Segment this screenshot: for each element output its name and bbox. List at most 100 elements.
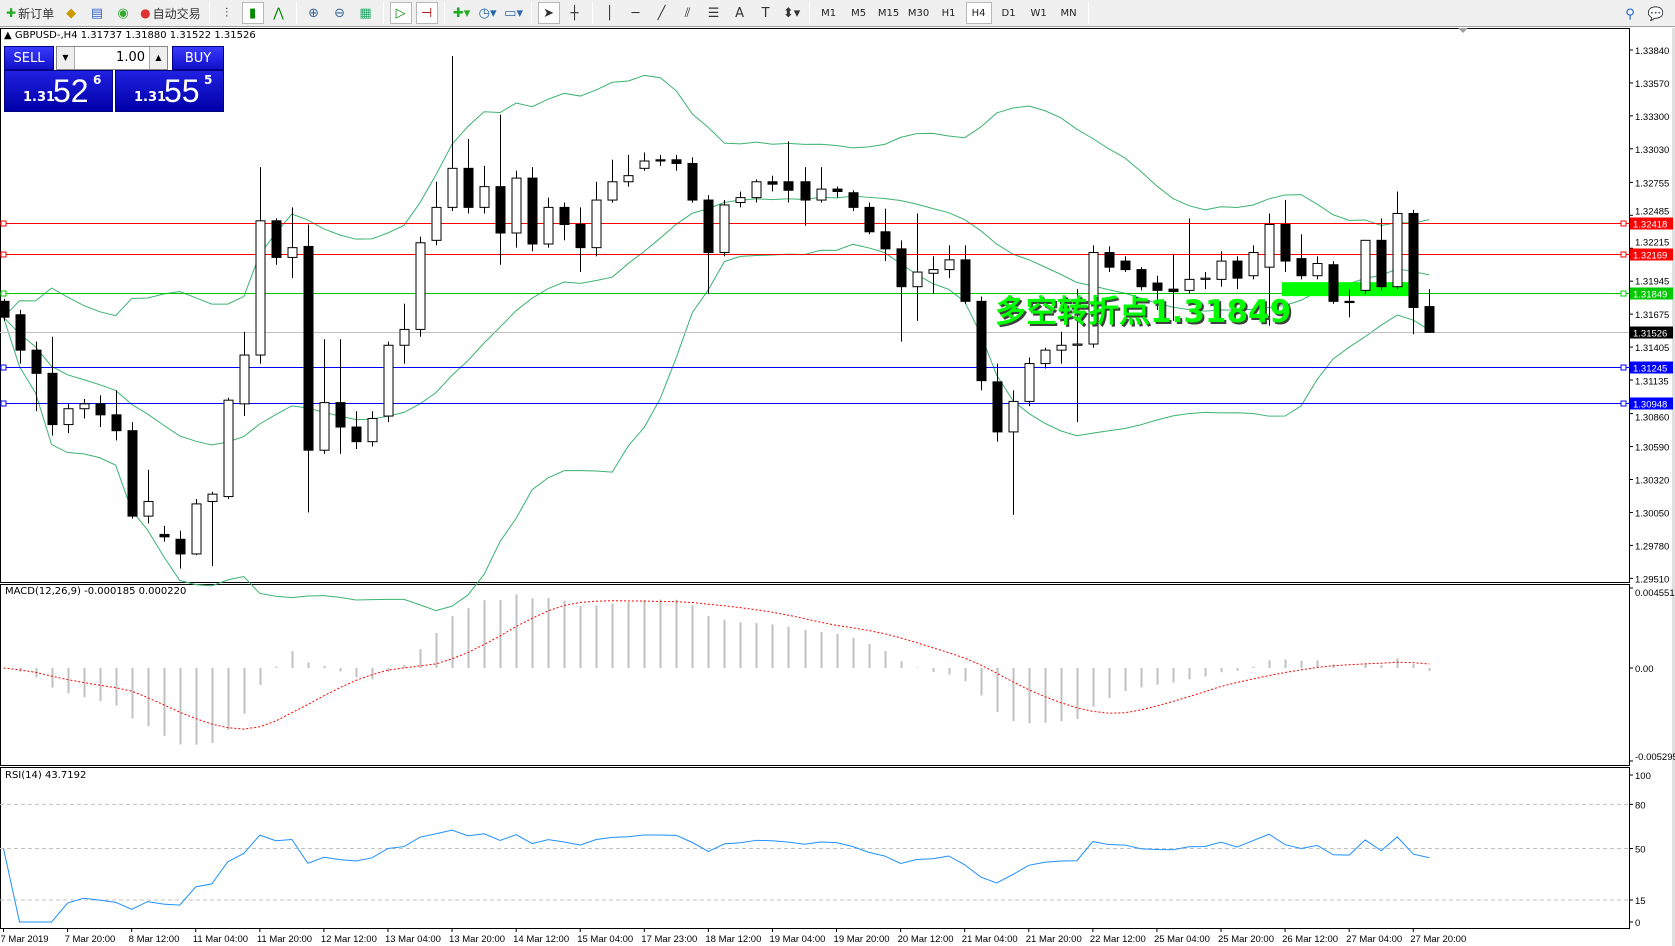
tile-icon: ▦: [359, 5, 372, 21]
chart-shift-button[interactable]: ⊣: [415, 2, 438, 24]
horizontal-line-handle[interactable]: [1620, 290, 1627, 297]
timeframe-m30[interactable]: M30: [907, 7, 930, 19]
chat-button[interactable]: 💬: [1645, 3, 1667, 25]
horizontal-line-icon: ─: [631, 5, 640, 21]
horizontal-line-handle[interactable]: [1620, 251, 1627, 258]
trendline-button[interactable]: ╱: [651, 2, 673, 24]
candle-bearish: [1168, 288, 1179, 293]
buy-button[interactable]: BUY: [172, 46, 224, 70]
sell-price[interactable]: 1.31 52 6: [4, 70, 113, 112]
horizontal-line-price-label: 1.31849: [1633, 290, 1667, 301]
periods-button[interactable]: ◷▾: [477, 2, 499, 24]
rsi-tick-label: 80: [1635, 800, 1646, 811]
horizontal-line-handle[interactable]: [0, 400, 7, 407]
candle-bearish: [800, 181, 811, 201]
price-tick-label: 1.29510: [1635, 574, 1669, 585]
text-label-button[interactable]: T: [755, 2, 777, 24]
chart-window[interactable]: 1.33840 1.33570 1.33300 1.33030 1.32755 1.324…: [0, 28, 1675, 946]
candle-bullish: [287, 247, 298, 258]
time-label: 21 Mar 04:00: [962, 934, 1018, 945]
candle-bullish: [1216, 260, 1227, 280]
bar-chart-icon: ⫶: [224, 5, 229, 21]
candle-bullish: [1264, 223, 1275, 268]
channel-button[interactable]: ⫽: [677, 2, 699, 24]
price-tick-label: 1.33840: [1635, 46, 1669, 57]
candle-bullish: [431, 206, 442, 241]
horizontal-line-price-label: 1.32169: [1633, 251, 1667, 262]
crosshair-button[interactable]: ┼: [564, 2, 586, 24]
candle-bearish: [495, 186, 506, 234]
horizontal-line-handle[interactable]: [0, 364, 7, 371]
horizontal-line-handle[interactable]: [1620, 400, 1627, 407]
signals-button[interactable]: ◉: [112, 2, 134, 24]
timeframe-m1[interactable]: M1: [821, 7, 837, 19]
auto-trading-button[interactable]: ● 自动交易: [140, 6, 201, 21]
price-tick-label: 1.30860: [1635, 413, 1669, 424]
fibonacci-button[interactable]: ☰: [703, 2, 725, 24]
main-pane-frame: [0, 28, 1630, 583]
lot-increase-button[interactable]: ▲: [149, 47, 167, 69]
horizontal-line-price-tag: [1630, 361, 1673, 374]
zoom-in-button[interactable]: ⊕: [303, 2, 325, 24]
horizontal-line-button[interactable]: ─: [625, 2, 647, 24]
auto-scroll-button[interactable]: ▷: [389, 2, 412, 24]
pivot-annotation[interactable]: 多空转折点1.31849: [995, 294, 1292, 330]
candle-bullish: [191, 503, 202, 555]
search-button[interactable]: ⚲: [1619, 3, 1641, 25]
timeframe-m15[interactable]: M15: [877, 7, 900, 19]
timeframe-m5[interactable]: M5: [851, 7, 867, 19]
horizontal-line-handle[interactable]: [0, 251, 7, 258]
candle-bearish: [335, 402, 346, 428]
candlestick-button[interactable]: ▮: [241, 2, 264, 24]
vertical-line-button[interactable]: │: [599, 2, 621, 24]
timeframe-h4[interactable]: H4: [965, 2, 992, 24]
timeframe-w1[interactable]: W1: [1030, 7, 1047, 19]
indicators-button[interactable]: ✚▾: [451, 2, 473, 24]
timeframe-h1[interactable]: H1: [941, 7, 956, 19]
cursor-button[interactable]: ➤: [537, 2, 560, 24]
candle-bullish: [447, 167, 458, 208]
candle-bearish: [159, 533, 170, 538]
bar-chart-button[interactable]: ⫶: [216, 2, 238, 24]
navigator-button[interactable]: ▤: [86, 2, 108, 24]
text-button[interactable]: A: [729, 2, 751, 24]
market-watch-button[interactable]: ◆: [60, 2, 82, 24]
fibonacci-icon: ☰: [707, 5, 720, 21]
horizontal-line-handle[interactable]: [0, 220, 7, 227]
price-tick-label: 1.30050: [1635, 508, 1669, 519]
sell-button[interactable]: SELL: [4, 46, 54, 70]
arrows-button[interactable]: ⬍▾: [781, 2, 803, 24]
candle-bullish: [1072, 343, 1083, 346]
candle-bullish: [319, 402, 330, 451]
navigator-icon: ▤: [90, 5, 104, 21]
chart-canvas[interactable]: 1.33840 1.33570 1.33300 1.33030 1.32755 1.324…: [0, 28, 1675, 946]
lot-decrease-button[interactable]: ▼: [57, 47, 75, 69]
separator: [808, 2, 810, 24]
rsi-tick-label: 50: [1635, 845, 1646, 856]
candle-bearish: [271, 220, 282, 258]
horizontal-line-price-label: 1.32418: [1633, 220, 1667, 231]
horizontal-line-handle[interactable]: [1620, 364, 1627, 371]
tile-windows-button[interactable]: ▦: [355, 2, 377, 24]
candle-bearish: [1424, 306, 1435, 333]
candle-bullish: [1008, 400, 1019, 433]
horizontal-line-handle[interactable]: [0, 290, 7, 297]
candle-bearish: [864, 206, 875, 233]
zoom-out-button[interactable]: ⊖: [329, 2, 351, 24]
candle-bearish: [992, 381, 1003, 433]
timeframe-mn[interactable]: MN: [1060, 7, 1077, 19]
new-order-button[interactable]: ✚ 新订单: [6, 6, 55, 21]
candle-bearish: [880, 231, 891, 250]
candle-bullish: [1248, 252, 1259, 277]
chart-shift-marker[interactable]: [1458, 28, 1468, 33]
timeframe-d1[interactable]: D1: [1001, 7, 1016, 19]
candle-bearish: [559, 206, 570, 225]
time-label: 27 Mar 04:00: [1346, 934, 1402, 945]
lot-value[interactable]: 1.00: [116, 50, 145, 65]
templates-button[interactable]: ▭▾: [503, 2, 525, 24]
buy-price[interactable]: 1.31 55 5: [115, 70, 224, 112]
lot-input[interactable]: ▼ 1.00 ▲: [56, 46, 168, 70]
line-chart-button[interactable]: ⋀: [268, 2, 290, 24]
indicators-icon: ✚▾: [452, 5, 471, 21]
horizontal-line-handle[interactable]: [1620, 220, 1627, 227]
